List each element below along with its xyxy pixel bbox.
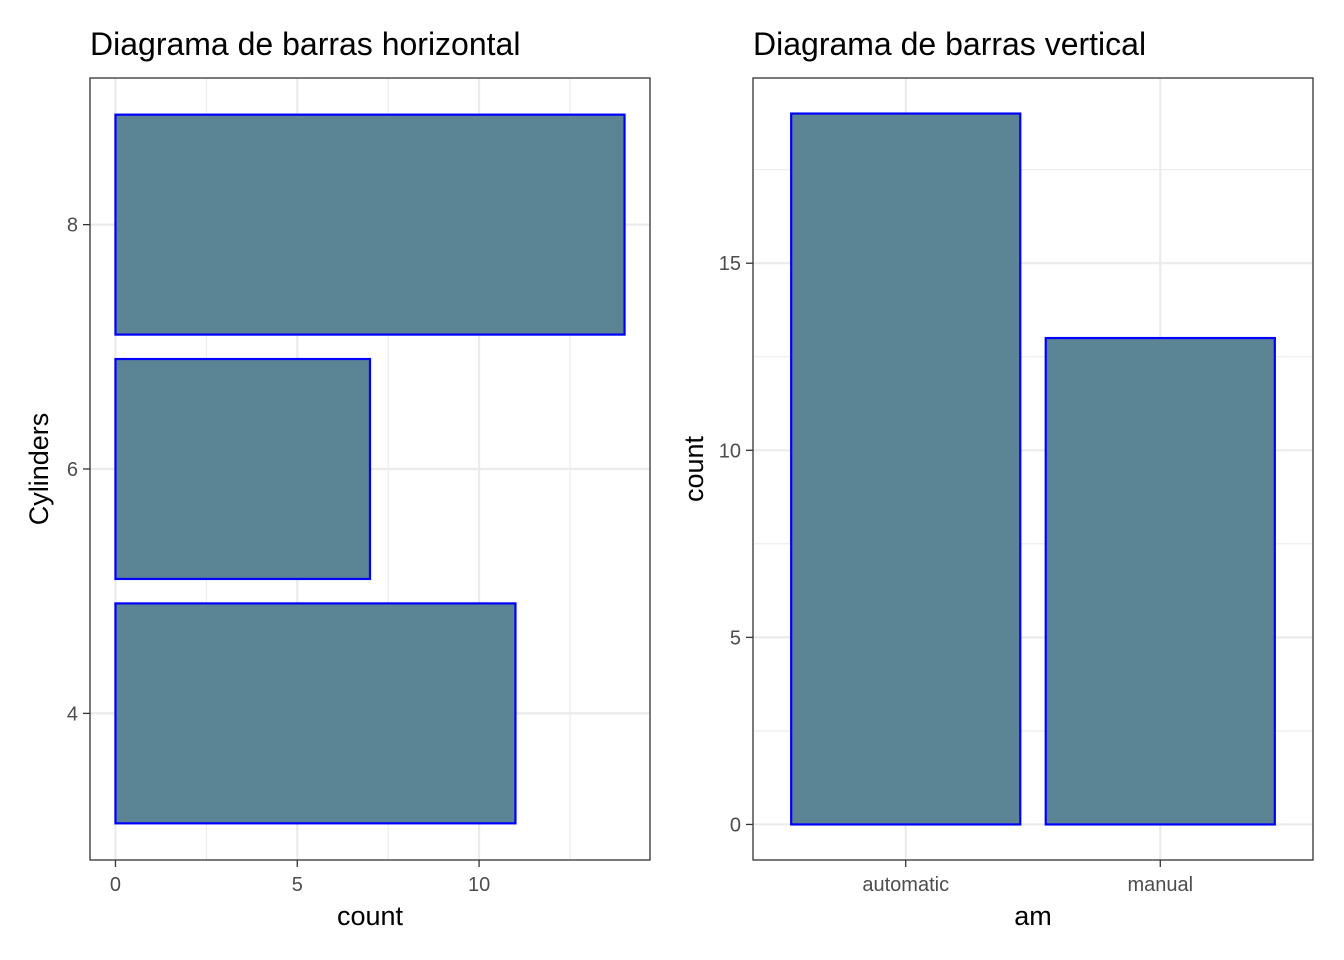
y-tick-label: 4 [67,703,78,725]
axis-ticks: 0 5 10 15 automatic manual [719,253,1193,896]
x-tick-label: 10 [468,874,490,896]
panel-border [752,77,1314,861]
bar-automatic [790,112,1022,826]
y-tick-label: 5 [730,627,741,649]
y-tick-label: 0 [730,814,741,836]
x-axis-title: count [337,901,404,931]
chart-title: Diagrama de barras horizontal [90,26,520,62]
axis-ticks: 0 5 10 4 6 8 [67,215,490,896]
x-tick-label: automatic [862,874,949,896]
y-tick-label: 8 [67,215,78,237]
vertical-bar-chart: Diagrama de barras vertical 0 5 10 15 automa… [679,26,1314,931]
x-axis-title: am [1014,901,1052,931]
y-tick-label: 6 [67,459,78,481]
horizontal-bar-chart: Diagrama de barras horizontal 0 5 10 4 6 8 co… [24,26,651,931]
y-axis-title: Cylinders [24,413,54,526]
bar-manual [1044,336,1276,826]
bars [114,113,626,825]
chart-title: Diagrama de barras vertical [753,26,1146,62]
y-tick-label: 10 [719,440,741,462]
x-tick-label: 0 [110,874,121,896]
bar-6 [114,357,372,581]
bar-4 [114,602,517,825]
x-tick-label: 5 [292,874,303,896]
y-tick-label: 15 [719,253,741,275]
bar-8 [114,113,626,336]
bars [790,112,1276,826]
y-axis-title: count [679,435,709,502]
x-tick-label: manual [1127,874,1193,896]
